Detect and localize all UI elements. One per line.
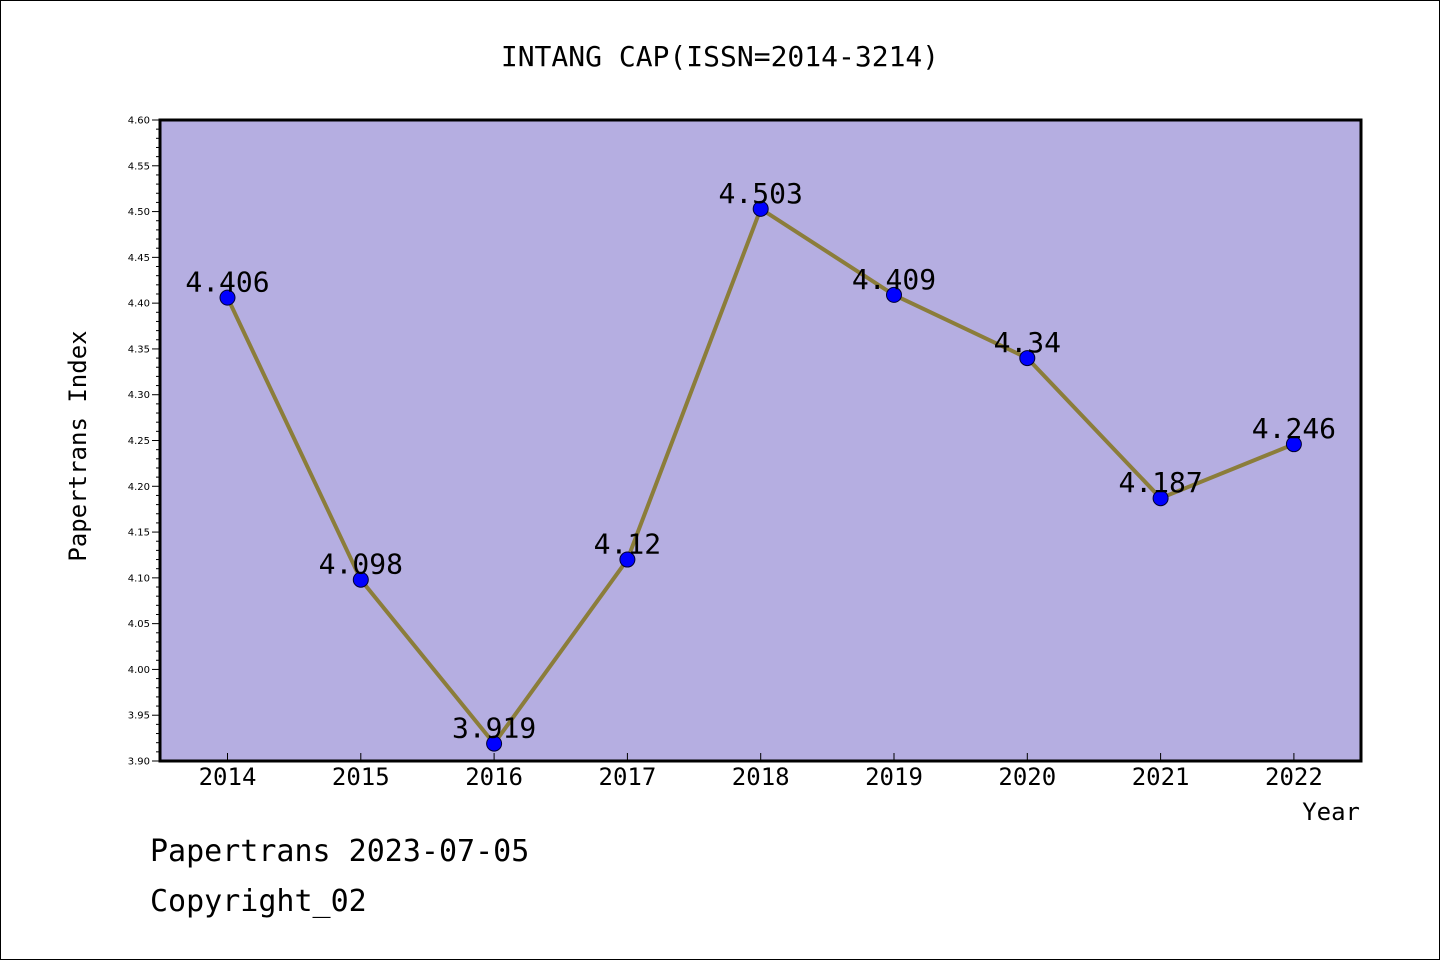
x-tick-label: 2016 [465,763,523,791]
y-tick-label: 4.15 [128,528,150,539]
y-tick-label: 4.20 [128,482,150,493]
data-point [352,571,369,588]
data-point [1019,350,1036,367]
data-label: 4.503 [719,177,803,210]
data-label: 4.246 [1252,412,1336,445]
x-tick-label: 2019 [865,763,923,791]
x-tick-label: 2014 [199,763,257,791]
y-tick-label: 3.95 [128,711,150,722]
x-axis-label: Year [1302,798,1360,826]
y-tick-label: 4.05 [128,619,150,630]
y-tick-label: 4.10 [128,573,150,584]
data-point [886,286,902,303]
data-label: 4.098 [319,548,403,581]
x-tick-label: 2022 [1265,763,1323,791]
data-point [1285,436,1302,453]
x-tick-label: 2021 [1132,763,1190,791]
data-point [1152,490,1169,507]
y-tick-label: 4.50 [128,207,150,218]
y-tick-label: 4.30 [128,390,150,401]
y-tick-label: 4.60 [128,116,150,127]
data-labels: 4.406 4.098 3.919 4.12 4.503 4.409 4.34 4.187 4.… [185,177,1336,745]
data-label: 4.409 [852,263,936,296]
copyright-text: Copyright_02 [150,884,367,919]
plot-area [158,118,1363,763]
source-date-text: Papertrans 2023-07-05 [150,834,530,869]
y-tick-label: 4.55 [128,161,150,172]
data-label: 4.187 [1118,466,1202,499]
x-tick-label: 2017 [599,763,657,791]
y-tick-label: 4.25 [128,436,150,447]
y-axis-label: Papertrans Index [64,330,92,561]
x-tick-label: 2020 [998,763,1056,791]
data-label: 4.406 [185,266,269,299]
y-axis: 3.90 3.95 4.00 4.05 4.10 4.15 4.20 4.25 4.30 4.35… [128,116,160,768]
series-group [219,200,1302,752]
x-tick-label: 2015 [332,763,390,791]
data-label: 4.34 [994,326,1061,359]
data-label: 4.12 [594,528,661,561]
x-axis: 2014 2015 2016 2017 2018 2019 2020 2021 2022 [199,753,1323,791]
y-tick-label: 4.35 [128,344,150,355]
y-tick-label: 3.90 [128,757,150,768]
data-label: 3.919 [452,712,536,745]
data-point [752,200,769,217]
x-tick-label: 2018 [732,763,790,791]
data-point [219,289,236,306]
data-point [619,551,636,568]
y-tick-label: 4.45 [128,253,150,264]
chart-title: INTANG CAP(ISSN=2014-3214) [501,40,939,73]
y-tick-label: 4.00 [128,665,150,676]
data-point [486,735,503,752]
y-tick-label: 4.40 [128,299,150,310]
